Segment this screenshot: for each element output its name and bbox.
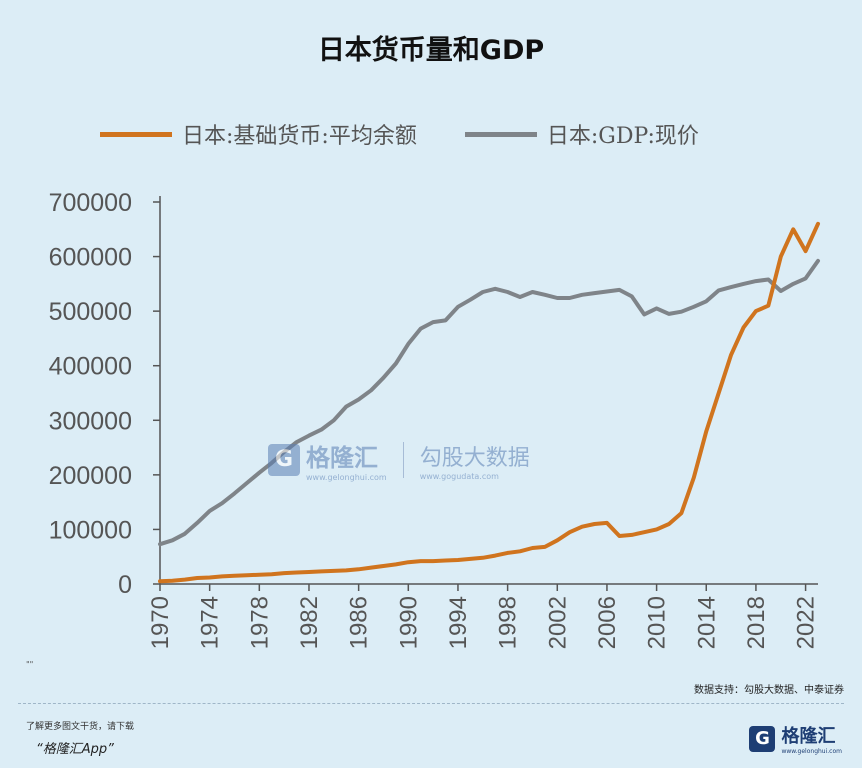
footer-url: www.gelonghui.com	[781, 748, 842, 755]
x-tick-label: 2018	[743, 596, 770, 649]
y-tick-label: 600000	[49, 244, 132, 272]
tiny-mark: ""	[26, 660, 34, 669]
y-tick-label: 200000	[49, 462, 132, 490]
watermark: G 格隆汇 www.gelonghui.com 勾股大数据 www.goguda…	[268, 438, 530, 482]
gelonghui-logo-icon: G	[268, 444, 300, 476]
legend-item-gdp: 日本:GDP:现价	[464, 118, 699, 150]
x-tick-label: 2022	[793, 596, 820, 649]
footer-divider	[18, 703, 844, 704]
gelonghui-footer-icon: G	[749, 725, 776, 752]
legend-swatch-gdp	[464, 131, 537, 137]
x-tick-label: 1970	[147, 596, 174, 649]
series-line-base-money	[158, 221, 820, 584]
promo-text: 了解更多图文干货，请下载	[26, 722, 135, 732]
x-tick-label: 2006	[594, 596, 621, 649]
footer-brand: 格隆汇	[781, 726, 836, 747]
x-tick-label: 1978	[246, 596, 273, 649]
data-source: 数据支持：勾股大数据、中泰证券	[694, 685, 844, 696]
y-tick-label: 100000	[49, 516, 132, 544]
chart-title: 日本货币量和GDP	[317, 35, 545, 66]
promo-app-name[interactable]: “格隆汇App”	[36, 742, 114, 757]
x-tick-label: 1990	[395, 596, 422, 649]
watermark-brand: 格隆汇	[306, 444, 378, 472]
series-line-gdp	[158, 258, 820, 547]
y-tick-label: 400000	[49, 353, 132, 381]
x-tick-label: 1986	[346, 596, 373, 649]
legend-label-base-money: 日本:基础货币:平均余额	[182, 124, 417, 149]
x-tick-label: 1982	[296, 596, 323, 649]
footer-logo[interactable]: G 格隆汇 www.gelonghui.com	[749, 722, 842, 755]
x-tick-label: 1998	[495, 596, 522, 649]
watermark-partner-url: www.gogudata.com	[419, 471, 499, 481]
line-chart: 0 100000 200000 300000 400000 500000 600000 700…	[49, 189, 820, 649]
y-tick-label: 500000	[49, 298, 132, 326]
x-tick-label: 1974	[197, 596, 224, 649]
x-tick-label: 2002	[544, 596, 571, 649]
y-tick-label: 300000	[49, 407, 132, 435]
watermark-partner: 勾股大数据	[419, 445, 530, 471]
legend-item-base-money: 日本:基础货币:平均余额	[100, 118, 417, 150]
legend: 日本:基础货币:平均余额 日本:GDP:现价	[100, 118, 747, 150]
y-tick-label: 700000	[49, 189, 132, 217]
watermark-brand-url: www.gelonghui.com	[306, 473, 387, 482]
legend-swatch-base-money	[100, 131, 172, 137]
x-tick-label: 2010	[644, 596, 671, 649]
watermark-divider	[402, 442, 404, 478]
x-tick-label: 2014	[693, 596, 720, 649]
x-tick-label: 1994	[445, 596, 472, 649]
y-tick-label: 0	[118, 571, 132, 599]
legend-label-gdp: 日本:GDP:现价	[546, 124, 699, 149]
